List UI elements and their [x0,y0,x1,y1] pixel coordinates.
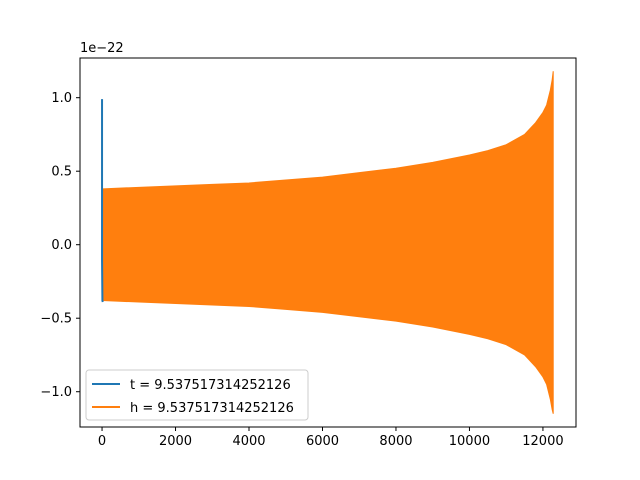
x-axis: 0 2000 4000 6000 8000 10000 12000 [98,427,564,449]
legend-label-h: h = 9.537517314252126 [130,401,294,416]
axes-frame [79,57,577,428]
legend-label-t: t = 9.537517314252126 [130,378,291,393]
legend: t = 9.537517314252126 h = 9.537517314252… [85,369,309,421]
y-tick-label: 0.5 [51,165,72,180]
x-tick-label: 4000 [232,434,265,449]
series-h-line [102,71,554,414]
plot-area [101,71,554,414]
y-tick-label: 1.0 [51,91,72,106]
x-tick-label: 10000 [449,434,490,449]
y-tick-label: 0.0 [51,238,72,253]
y-tick-label: −0.5 [40,312,72,327]
x-tick-label: 12000 [522,434,563,449]
y-axis: 1.0 0.5 0.0 −0.5 −1.0 [40,91,80,400]
y-tick-label: −1.0 [40,385,72,400]
x-tick-label: 8000 [379,434,412,449]
x-tick-label: 0 [98,434,106,449]
legend-box [85,369,309,421]
x-tick-label: 6000 [306,434,339,449]
y-offset-label: 1e−22 [80,41,124,56]
series-t-line [101,99,104,303]
x-tick-label: 2000 [159,434,192,449]
